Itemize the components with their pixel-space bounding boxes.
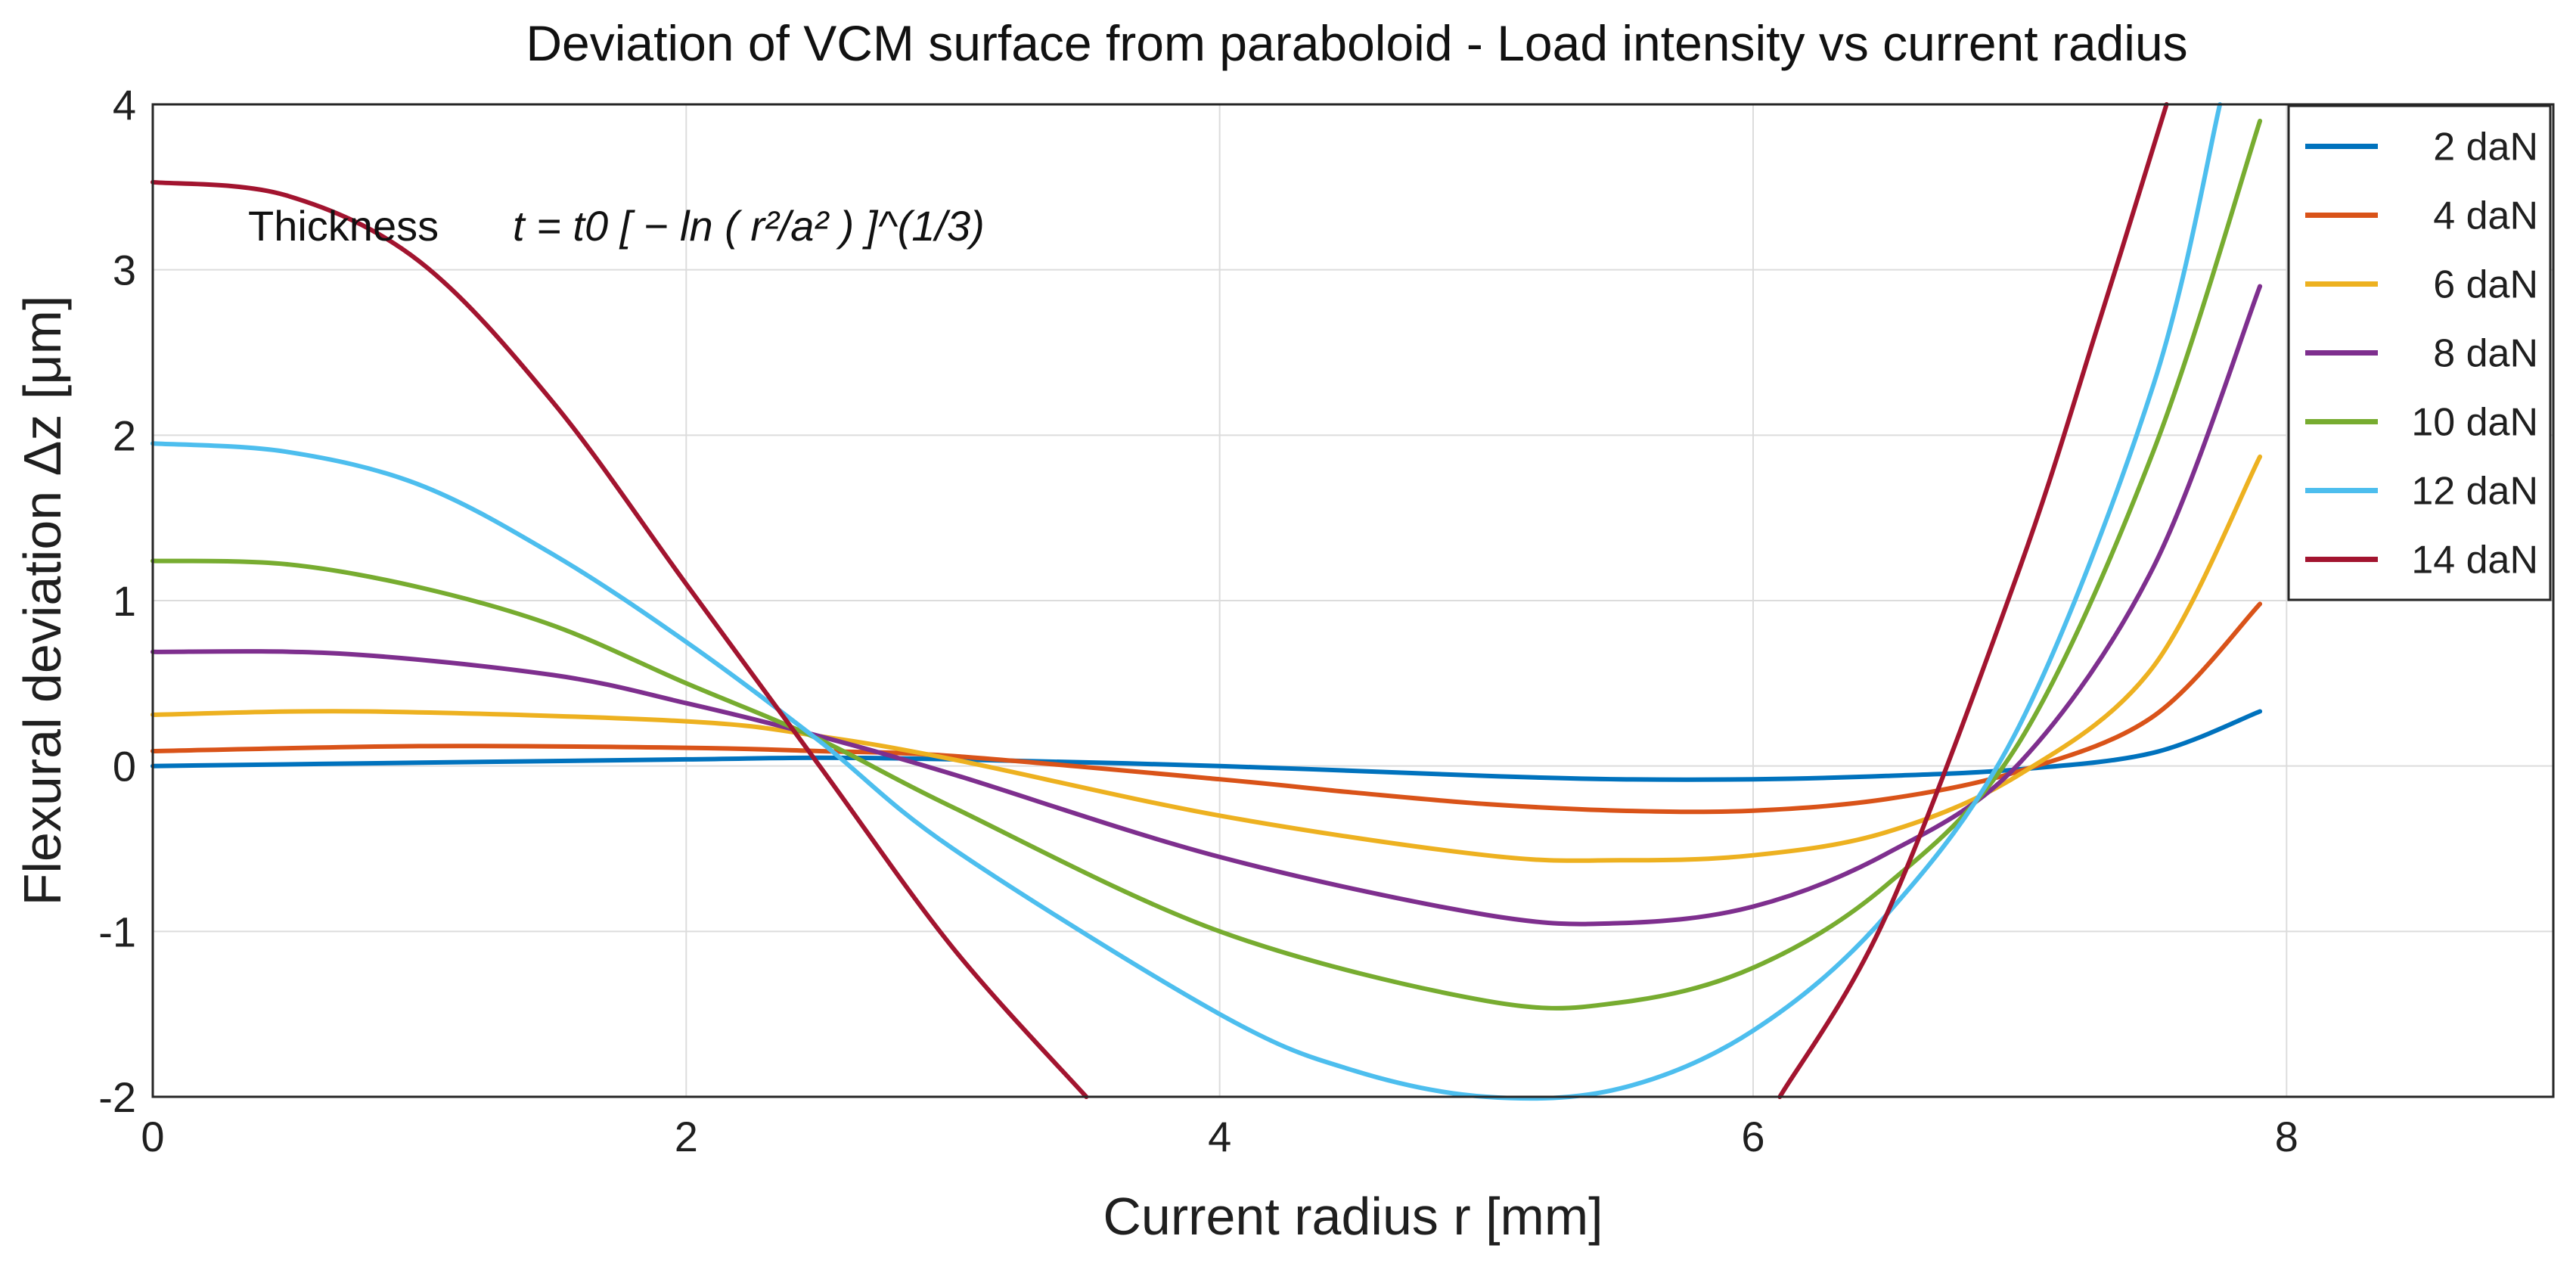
legend-label: 8 daN: [2433, 332, 2538, 376]
series-line-3: [151, 454, 2263, 863]
legend-label: 6 daN: [2433, 263, 2538, 307]
y-tick-label: 3: [113, 247, 136, 294]
y-tick-label: 0: [113, 743, 136, 790]
annotation-label: Thickness: [248, 202, 439, 250]
plot-border: [151, 103, 2555, 1098]
legend-label: 2 daN: [2433, 126, 2538, 169]
series-line-7: [1777, 102, 2169, 1099]
series-group: [151, 102, 2263, 1101]
y-axis-label: Flexural deviation Δz [μm]: [13, 296, 72, 906]
y-tick-label: 4: [113, 81, 136, 129]
x-tick-label: 4: [1208, 1113, 1231, 1160]
tick-labels: 0 2 4 6 8 -2 -1 0 1 2 3 4: [98, 81, 2298, 1160]
legend-label: 12 daN: [2411, 470, 2538, 514]
x-tick-label: 2: [675, 1113, 698, 1160]
series-line-7: [151, 179, 1089, 1099]
series-line-6: [151, 102, 2223, 1101]
y-tick-label: 1: [113, 577, 136, 625]
x-tick-label: 6: [1741, 1113, 1764, 1160]
y-tick-label: -1: [98, 908, 136, 955]
x-tick-label: 8: [2275, 1113, 2298, 1160]
chart-title: Deviation of VCM surface from paraboloid…: [526, 15, 2187, 71]
annotation-formula: t = t0 [ − ln ( r²/a² ) ]^(1/3): [513, 202, 985, 250]
legend-label: 14 daN: [2411, 539, 2538, 582]
y-tick-label: -2: [98, 1073, 136, 1121]
legend-label: 10 daN: [2411, 401, 2538, 445]
x-tick-label: 0: [141, 1113, 164, 1160]
legend-label: 4 daN: [2433, 194, 2538, 238]
x-axis-label: Current radius r [mm]: [1103, 1187, 1603, 1246]
series-line-4: [151, 284, 2263, 927]
y-tick-label: 2: [113, 411, 136, 459]
series-line-1: [151, 709, 2263, 782]
legend: 2 daN 4 daN 6 daN 8 daN 10 daN 12 daN 14 daN: [2287, 104, 2552, 601]
series-line-5: [151, 118, 2263, 1011]
grid: [152, 104, 2553, 1098]
